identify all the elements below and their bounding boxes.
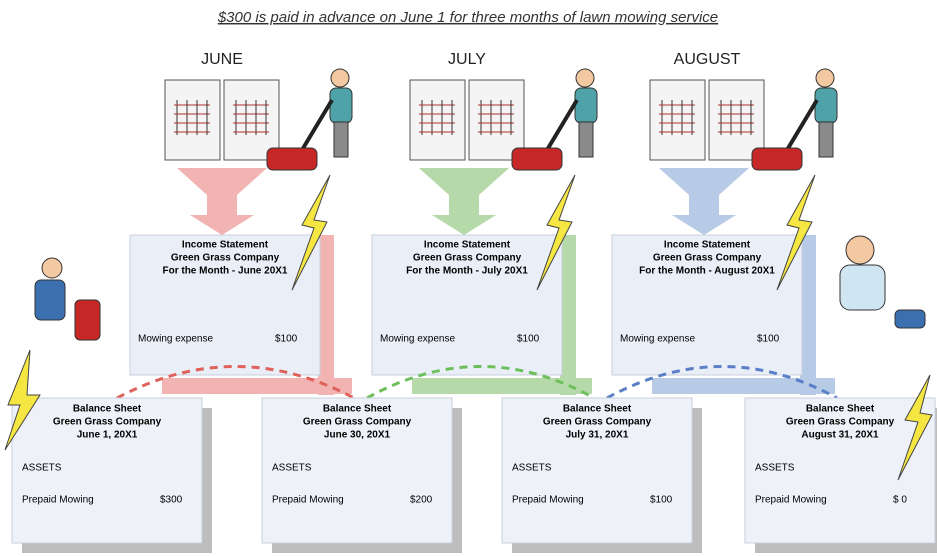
connector-bar <box>652 378 835 394</box>
statement-heading: Balance Sheet <box>73 404 142 415</box>
calendar-icon <box>410 80 524 160</box>
month-label: AUGUST <box>674 51 741 68</box>
date: July 31, 20X1 <box>566 430 629 441</box>
company-name: Green Grass Company <box>786 417 895 428</box>
person-body <box>330 88 352 123</box>
section: ASSETS <box>22 463 62 474</box>
section: ASSETS <box>755 463 795 474</box>
line-item: Mowing expense <box>138 334 213 345</box>
amount: $100 <box>757 334 780 345</box>
toy-car <box>895 310 925 328</box>
person-legs <box>819 122 833 157</box>
amount: $ 0 <box>893 495 907 506</box>
calendar-icon <box>650 80 764 160</box>
person-body <box>815 88 837 123</box>
down-arrow <box>659 168 749 235</box>
period: For the Month - August 20X1 <box>639 266 775 277</box>
line-item: Prepaid Mowing <box>512 495 584 506</box>
line-item: Prepaid Mowing <box>272 495 344 506</box>
amount: $100 <box>650 495 673 506</box>
mower-handle <box>302 100 332 150</box>
person-head <box>42 258 62 278</box>
person-legs <box>579 122 593 157</box>
section: ASSETS <box>512 463 552 474</box>
calendar-page <box>410 80 465 160</box>
company-name: Green Grass Company <box>171 253 280 264</box>
line-item: Prepaid Mowing <box>22 495 94 506</box>
line-item: Prepaid Mowing <box>755 495 827 506</box>
mower-deck <box>267 148 317 170</box>
statement-heading: Balance Sheet <box>563 404 632 415</box>
date: August 31, 20X1 <box>801 430 879 441</box>
person-head <box>816 69 834 87</box>
calendar-page <box>165 80 220 160</box>
amount: $100 <box>517 334 540 345</box>
month-label: JULY <box>448 51 486 68</box>
down-arrow <box>419 168 509 235</box>
company-name: Green Grass Company <box>303 417 412 428</box>
company-name: Green Grass Company <box>543 417 652 428</box>
mower-handle <box>547 100 577 150</box>
down-arrow <box>177 168 267 235</box>
amount: $200 <box>410 495 433 506</box>
person-head <box>331 69 349 87</box>
calendar-icon <box>165 80 279 160</box>
title: $300 is paid in advance on June 1 for th… <box>217 9 718 26</box>
company-name: Green Grass Company <box>653 253 762 264</box>
date: June 30, 20X1 <box>324 430 391 441</box>
period: For the Month - June 20X1 <box>162 266 287 277</box>
statement-heading: Income Statement <box>664 240 751 251</box>
amount: $300 <box>160 495 183 506</box>
statement-heading: Balance Sheet <box>323 404 392 415</box>
line-item: Mowing expense <box>380 334 455 345</box>
mower-deck <box>512 148 562 170</box>
person-body <box>35 280 65 320</box>
company-name: Green Grass Company <box>53 417 162 428</box>
mower-deck <box>752 148 802 170</box>
statement-heading: Income Statement <box>182 240 269 251</box>
person-head <box>576 69 594 87</box>
amount: $100 <box>275 334 298 345</box>
statement-heading: Income Statement <box>424 240 511 251</box>
person-body <box>840 265 885 310</box>
red-tool <box>75 300 100 340</box>
connector-bar <box>412 378 592 394</box>
company-name: Green Grass Company <box>413 253 522 264</box>
month-label: JUNE <box>201 51 243 68</box>
statement-heading: Balance Sheet <box>806 404 875 415</box>
calendar-page <box>650 80 705 160</box>
person-legs <box>334 122 348 157</box>
line-item: Mowing expense <box>620 334 695 345</box>
mower-handle <box>787 100 817 150</box>
person-head <box>846 236 874 264</box>
person-body <box>575 88 597 123</box>
section: ASSETS <box>272 463 312 474</box>
date: June 1, 20X1 <box>77 430 138 441</box>
period: For the Month - July 20X1 <box>406 266 528 277</box>
diagram: $300 is paid in advance on June 1 for th… <box>0 0 937 556</box>
connector-bar <box>162 378 352 394</box>
